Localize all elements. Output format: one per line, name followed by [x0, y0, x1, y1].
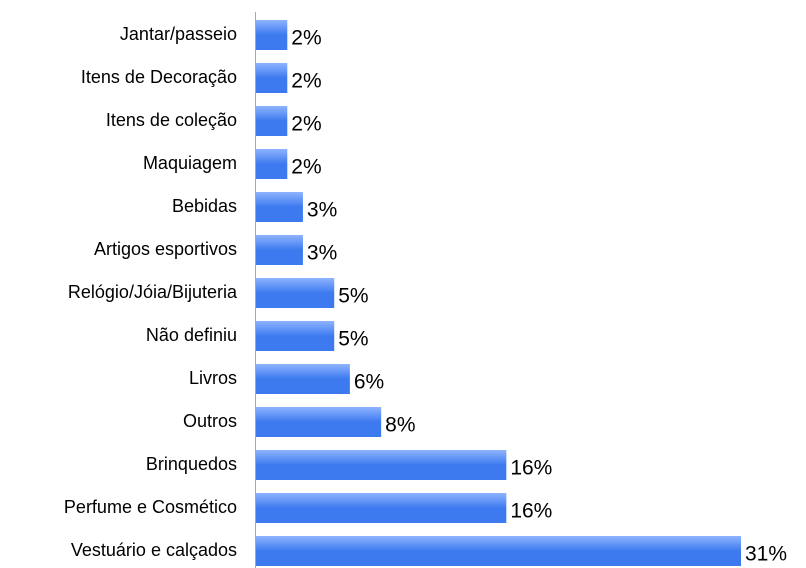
- category-label: Jantar/passeio: [120, 24, 237, 44]
- bar: [256, 321, 335, 351]
- value-label: 31%: [745, 543, 787, 566]
- bar: [256, 450, 507, 480]
- value-label: 2%: [291, 156, 321, 179]
- value-label: 2%: [291, 27, 321, 50]
- value-label: 16%: [510, 500, 552, 523]
- value-label: 16%: [510, 457, 552, 480]
- bar: [256, 192, 303, 222]
- category-label: Maquiagem: [143, 153, 237, 173]
- bar: [256, 63, 288, 93]
- bar: [256, 149, 288, 179]
- bar: [256, 20, 288, 50]
- value-label: 8%: [385, 414, 415, 437]
- category-label: Livros: [189, 368, 237, 388]
- bar: [256, 278, 335, 308]
- category-label: Bebidas: [172, 196, 237, 216]
- bar: [256, 364, 350, 394]
- value-label: 6%: [354, 371, 384, 394]
- value-label: 5%: [338, 328, 368, 351]
- category-label: Brinquedos: [146, 454, 237, 474]
- bar: [256, 235, 303, 265]
- category-label: Perfume e Cosmético: [64, 497, 237, 517]
- bar: [256, 407, 382, 437]
- category-label: Não definiu: [146, 325, 237, 345]
- value-label: 2%: [291, 113, 321, 136]
- category-label: Itens de Decoração: [81, 67, 237, 87]
- bar: [256, 536, 741, 566]
- bar: [256, 493, 507, 523]
- category-label: Vestuário e calçados: [71, 540, 237, 560]
- category-label: Artigos esportivos: [94, 239, 237, 259]
- bar: [256, 106, 288, 136]
- value-label: 5%: [338, 285, 368, 308]
- category-label: Itens de coleção: [106, 110, 237, 130]
- value-label: 3%: [307, 242, 337, 265]
- value-label: 2%: [291, 70, 321, 93]
- category-label: Relógio/Jóia/Bijuteria: [68, 282, 238, 302]
- value-label: 3%: [307, 199, 337, 222]
- category-label: Outros: [183, 411, 237, 431]
